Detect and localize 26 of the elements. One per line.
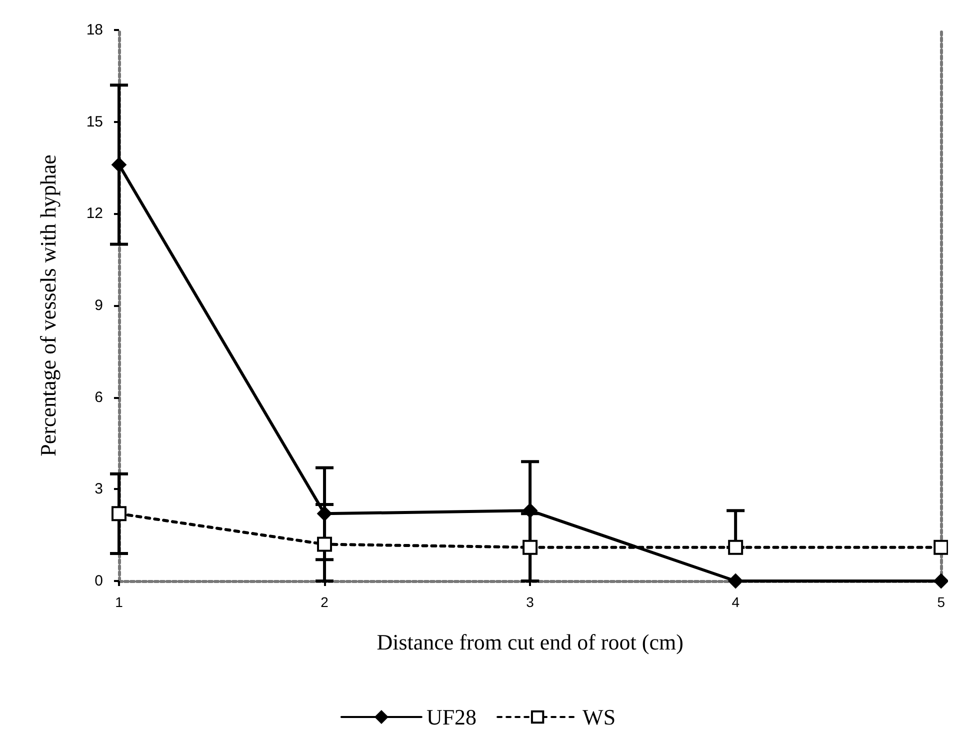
point	[934, 574, 948, 588]
x-tick-label: 1	[115, 594, 124, 610]
point	[728, 540, 744, 555]
y-tick-label: 0	[94, 572, 103, 590]
y-tick-label: 6	[94, 388, 103, 406]
point	[728, 574, 744, 588]
point	[317, 536, 332, 552]
point	[112, 157, 126, 172]
y-tick-label: 3	[94, 480, 103, 498]
point	[317, 506, 332, 522]
point	[112, 506, 126, 522]
point	[522, 503, 538, 518]
y-tick-label: 18	[86, 22, 103, 38]
y-tick-label: 15	[86, 113, 103, 130]
legend-label: WS	[582, 704, 616, 730]
x-tick-label: 4	[732, 594, 740, 610]
y-tick-label: 12	[86, 205, 103, 222]
x-tick-label: 5	[937, 594, 946, 610]
x-tick-label: 3	[526, 594, 534, 610]
y-axis-title: Percentage of vessels with hyphae	[36, 154, 60, 456]
point	[934, 540, 948, 555]
x-tick-label: 2	[320, 594, 329, 610]
point	[522, 540, 538, 555]
y-tick-label: 9	[94, 297, 103, 314]
x-axis-title: Distance from cut end of root (cm)	[376, 630, 684, 654]
legend-label: UF28	[426, 704, 477, 730]
